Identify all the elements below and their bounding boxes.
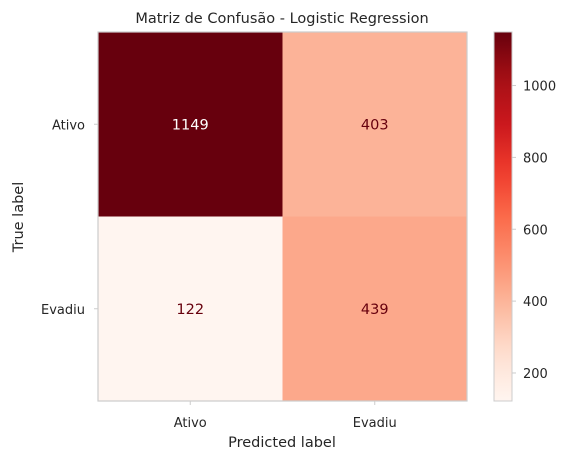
heatmap-cell-0-0 [98,32,283,217]
colorbar-ticks: 200 400 600 800 1000 [512,80,556,382]
x-tick-label: Ativo [174,416,207,431]
chart-title: Matriz de Confusão - Logistic Regression [135,11,428,27]
x-tick-label: Evadiu [353,416,397,431]
colorbar-tick-label: 1000 [523,80,556,95]
heatmap-cell-1-1 [282,216,467,401]
x-axis-label: Predicted label [228,435,336,451]
cell-value-0-0: 1149 [172,117,209,133]
heatmap-cell-0-1 [282,32,467,217]
y-tick-labels: Ativo Evadiu [41,118,98,318]
plot-frame [97,31,468,402]
y-tick-label: Ativo [52,118,85,133]
cell-value-1-0: 122 [176,302,204,318]
colorbar-tick-label: 400 [523,295,548,310]
y-axis-label: True label [11,182,27,253]
x-tick-labels: Ativo Evadiu [174,401,397,431]
heatmap-cell-1-0 [98,216,283,401]
colorbar-tick-label: 600 [523,223,548,238]
cell-value-1-1: 439 [361,302,389,318]
heatmap-cells: 1149 403 122 439 [98,32,467,401]
colorbar [493,31,513,402]
colorbar-tick-label: 800 [523,151,548,166]
cell-value-0-1: 403 [361,117,389,133]
colorbar-tick-label: 200 [523,367,548,382]
y-tick-label: Evadiu [41,303,85,318]
